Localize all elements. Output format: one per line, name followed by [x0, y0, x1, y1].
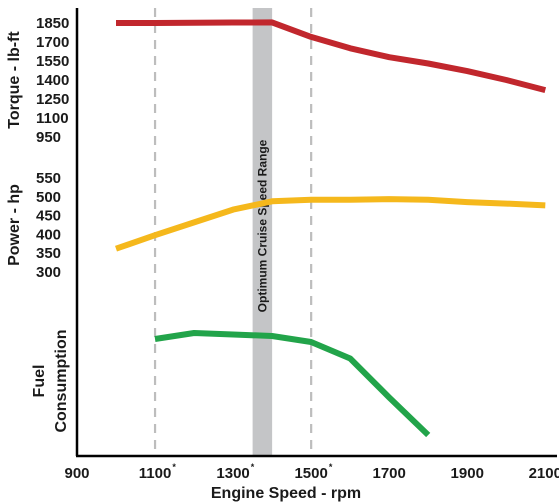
fuel-axis-title-line: Fuel — [31, 365, 48, 398]
torque-axis-title: Torque - lb-ft — [6, 31, 23, 129]
y-tick-label: 450 — [36, 208, 61, 225]
y-tick-label: 1850 — [36, 15, 69, 32]
y-tick-label: 500 — [36, 189, 61, 206]
x-tick-label: 1700 — [373, 465, 406, 482]
x-tick-label: 1100 — [139, 465, 172, 482]
fuel-consumption-line — [154, 330, 431, 438]
dashed-lines-layer — [153, 8, 313, 456]
x-tick-asterisk: * — [172, 462, 176, 472]
axes-layer — [75, 8, 557, 458]
y-tick-label: 1700 — [36, 34, 69, 51]
x-tick-asterisk: * — [329, 462, 333, 472]
x-tick-label: 1900 — [451, 465, 484, 482]
y-tick-label: 300 — [36, 264, 61, 281]
y-tick-label: 950 — [36, 129, 61, 146]
torque-line — [116, 19, 547, 94]
cruise-speed-band — [252, 8, 273, 456]
x-tick-label: 1500 — [294, 465, 327, 482]
cruise-band-layer: Optimum Cruise Speed Range — [252, 8, 273, 456]
x-axis-title: Engine Speed - rpm — [211, 485, 361, 502]
x-tick-label: 900 — [64, 465, 89, 482]
y-tick-label: 1550 — [36, 53, 69, 70]
y-tick-label: 1400 — [36, 72, 69, 89]
y-tick-label: 1250 — [36, 91, 69, 108]
y-tick-label: 550 — [36, 170, 61, 187]
y-tick-label: 400 — [36, 226, 61, 243]
x-tick-asterisk: * — [251, 462, 255, 472]
power-line — [115, 196, 546, 252]
y-tick-label: 1100 — [36, 110, 69, 127]
power-axis-title: Power - hp — [6, 184, 23, 266]
x-tick-label: 2100 — [529, 465, 559, 482]
series-layer — [115, 19, 547, 438]
fuel-axis-title-line: Consumption — [53, 329, 70, 432]
y-tick-label: 350 — [36, 245, 61, 262]
cruise-speed-band-label: Optimum Cruise Speed Range — [255, 139, 269, 312]
tick-labels-layer: 1850 1700 1550 1400 1250 1100 950 Torque - lb-f… — [6, 15, 559, 482]
x-tick-label: 1300 — [216, 465, 249, 482]
